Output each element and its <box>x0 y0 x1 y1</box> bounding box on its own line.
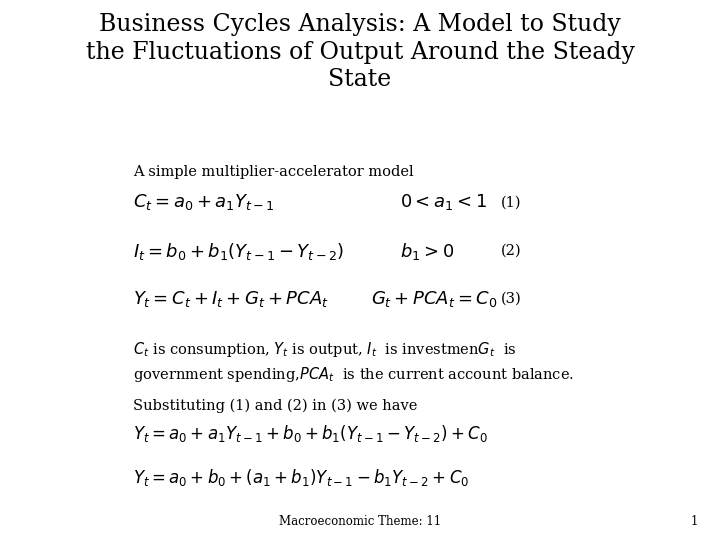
Text: Business Cycles Analysis: A Model to Study
the Fluctuations of Output Around the: Business Cycles Analysis: A Model to Stu… <box>86 14 634 91</box>
Text: $0<a_1<1$: $0<a_1<1$ <box>400 192 487 213</box>
Text: $Y_t=a_0+a_1Y_{t-1}+b_0+b_1\left(Y_{t-1}-Y_{t-2}\right)+C_0$: $Y_t=a_0+a_1Y_{t-1}+b_0+b_1\left(Y_{t-1}… <box>133 423 488 443</box>
Text: $C_t$ is consumption, $Y_t$ is output, $I_t$  is investmen$G_t$  is: $C_t$ is consumption, $Y_t$ is output, $… <box>133 340 517 359</box>
Text: $Y_t=a_0+b_0+\left(a_1+b_1\right)Y_{t-1}-b_1Y_{t-2}+C_0$: $Y_t=a_0+b_0+\left(a_1+b_1\right)Y_{t-1}… <box>133 468 469 488</box>
Text: $Y_t=C_t+I_t+G_t+PCA_t$: $Y_t=C_t+I_t+G_t+PCA_t$ <box>133 288 329 309</box>
Text: A simple multiplier-accelerator model: A simple multiplier-accelerator model <box>133 165 414 179</box>
Text: Substituting (1) and (2) in (3) we have: Substituting (1) and (2) in (3) we have <box>133 399 418 413</box>
Text: 1: 1 <box>691 515 698 528</box>
Text: (2): (2) <box>500 244 521 258</box>
Text: Macroeconomic Theme: 11: Macroeconomic Theme: 11 <box>279 515 441 528</box>
Text: $C_t=a_0+a_1Y_{t-1}$: $C_t=a_0+a_1Y_{t-1}$ <box>133 192 275 213</box>
Text: $G_t+PCA_t=C_0$: $G_t+PCA_t=C_0$ <box>371 288 498 309</box>
Text: (3): (3) <box>500 292 521 306</box>
Text: $I_t=b_0+b_1\left(Y_{t-1}-Y_{t-2}\right)$: $I_t=b_0+b_1\left(Y_{t-1}-Y_{t-2}\right)… <box>133 241 344 261</box>
Text: $b_1>0$: $b_1>0$ <box>400 241 454 261</box>
Text: (1): (1) <box>500 195 521 210</box>
Text: government spending,$PCA_t$  is the current account balance.: government spending,$PCA_t$ is the curre… <box>133 364 575 383</box>
